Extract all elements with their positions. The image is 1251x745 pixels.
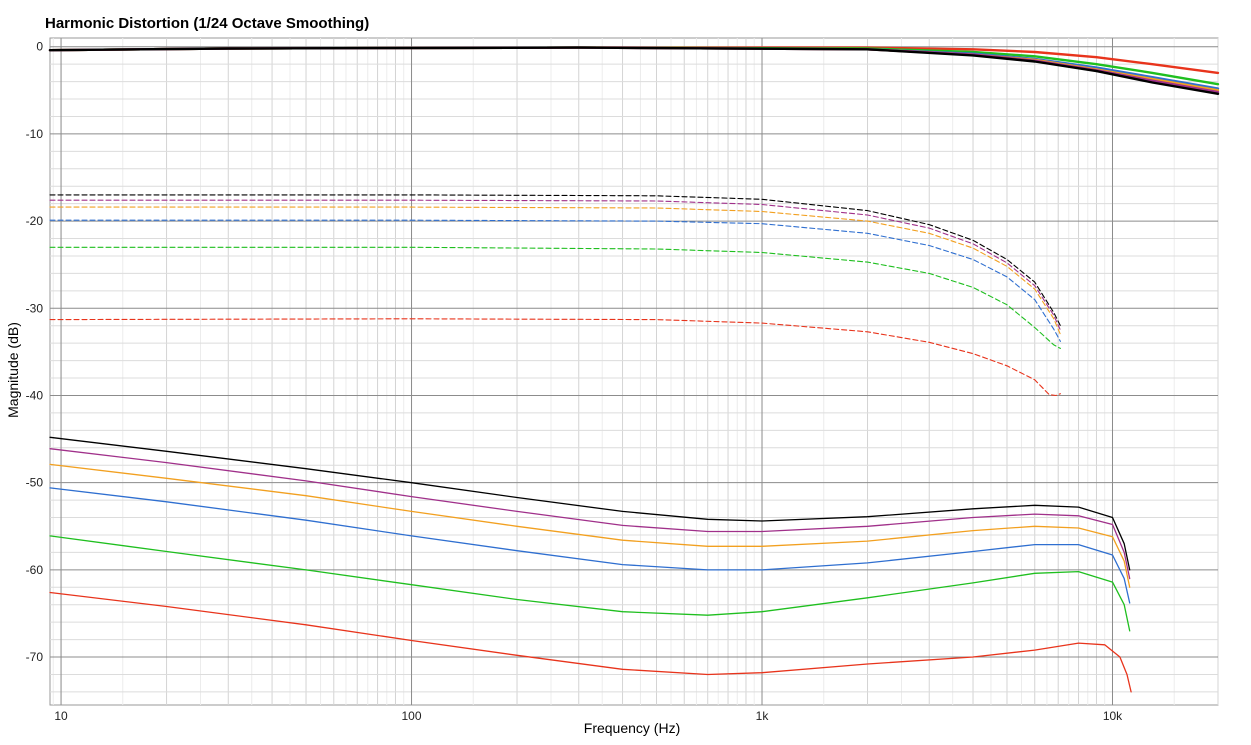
y-tick-label: -10 xyxy=(26,127,44,141)
series-line-9 xyxy=(49,206,1061,335)
series-line-8 xyxy=(49,199,1061,331)
x-tick-label: 10 xyxy=(54,709,68,723)
series-line-7 xyxy=(49,194,1061,327)
series-line-18 xyxy=(49,591,1132,693)
tick-labels: 10 100 1k 10k 0 -10 -20 -30 -40 -50 -60 -70 xyxy=(26,40,1124,723)
y-tick-label: -70 xyxy=(26,650,44,664)
x-tick-label: 100 xyxy=(402,709,422,723)
minor-grid xyxy=(50,38,1219,705)
y-tick-label: -30 xyxy=(26,301,44,315)
series-line-11 xyxy=(49,246,1061,349)
series-line-16 xyxy=(49,487,1131,604)
y-tick-label: -50 xyxy=(26,476,44,490)
chart-title: Harmonic Distortion (1/24 Octave Smoothi… xyxy=(45,15,370,32)
y-tick-label: -20 xyxy=(26,214,44,228)
x-axis-title: Frequency (Hz) xyxy=(583,720,681,736)
series-line-15 xyxy=(49,463,1131,588)
series-line-6 xyxy=(48,46,1220,95)
x-tick-label: 10k xyxy=(1103,709,1123,723)
series-line-17 xyxy=(49,535,1131,632)
series-layer xyxy=(48,46,1220,693)
series-line-10 xyxy=(49,219,1061,342)
y-tick-label: -40 xyxy=(26,388,44,402)
y-tick-label: -60 xyxy=(26,563,44,577)
series-line-14 xyxy=(49,448,1131,580)
x-tick-label: 1k xyxy=(756,709,770,723)
plot-background xyxy=(49,37,1219,706)
series-line-13 xyxy=(49,436,1131,571)
y-tick-label: 0 xyxy=(36,40,43,54)
